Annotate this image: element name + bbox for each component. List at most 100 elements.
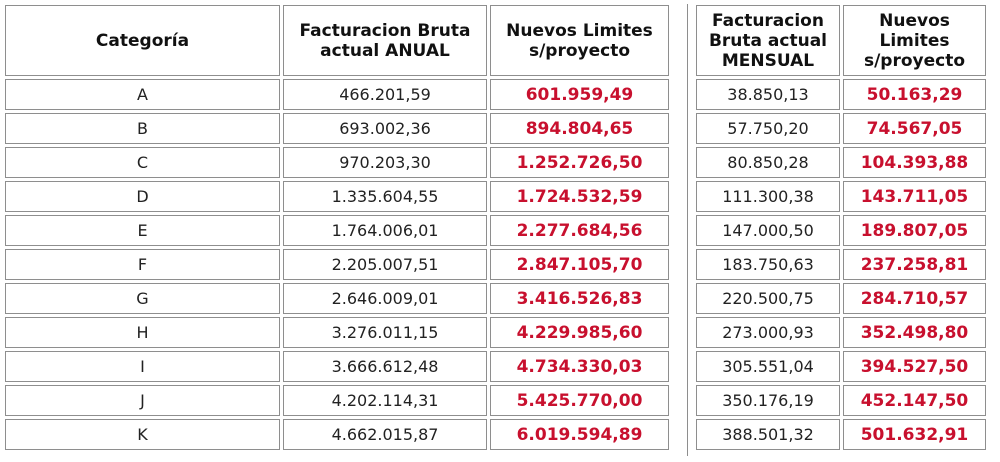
table-row: I 3.666.612,48 4.734.330,03: [5, 351, 669, 382]
monthly-gross-cell: 38.850,13: [696, 79, 840, 110]
table-row: 57.750,20 74.567,05: [696, 113, 986, 144]
table-row: H 3.276.011,15 4.229.985,60: [5, 317, 669, 348]
monthly-table-body: Facturacion Bruta actual MENSUAL Nuevos …: [696, 5, 986, 450]
header-new-limits-monthly-line-1: Nuevos: [879, 10, 950, 31]
annual-new-limit-cell: 894.804,65: [490, 113, 669, 144]
monthly-new-limit-cell: 452.147,50: [843, 385, 986, 416]
monthly-new-limit-cell: 189.807,05: [843, 215, 986, 246]
monthly-new-limit-cell: 237.258,81: [843, 249, 986, 280]
monthly-new-limit-cell: 143.711,05: [843, 181, 986, 212]
category-cell: A: [5, 79, 280, 110]
annual-gross-cell: 3.276.011,15: [283, 317, 487, 348]
header-gross-monthly-line-1: Facturacion: [712, 10, 824, 31]
monthly-new-limit-cell: 74.567,05: [843, 113, 986, 144]
monthly-billing-table: Facturacion Bruta actual MENSUAL Nuevos …: [693, 2, 989, 453]
annual-new-limit-cell: 2.277.684,56: [490, 215, 669, 246]
category-cell: F: [5, 249, 280, 280]
header-gross-annual: Facturacion Bruta actual ANUAL: [283, 5, 487, 76]
header-new-limits-monthly-line-2: Limites: [879, 30, 950, 51]
annual-billing-table: Categoría Facturacion Bruta actual ANUAL…: [2, 2, 672, 453]
monthly-new-limit-cell: 104.393,88: [843, 147, 986, 178]
header-gross-monthly-line-3: MENSUAL: [721, 50, 815, 71]
table-row: K 4.662.015,87 6.019.594,89: [5, 419, 669, 450]
annual-gross-cell: 970.203,30: [283, 147, 487, 178]
table-row: 273.000,93 352.498,80: [696, 317, 986, 348]
annual-new-limit-cell: 1.724.532,59: [490, 181, 669, 212]
annual-new-limit-cell: 2.847.105,70: [490, 249, 669, 280]
table-row: 147.000,50 189.807,05: [696, 215, 986, 246]
table-row: 388.501,32 501.632,91: [696, 419, 986, 450]
table-row: 305.551,04 394.527,50: [696, 351, 986, 382]
annual-new-limit-cell: 5.425.770,00: [490, 385, 669, 416]
category-cell: I: [5, 351, 280, 382]
annual-new-limit-cell: 4.734.330,03: [490, 351, 669, 382]
table-row: 220.500,75 284.710,57: [696, 283, 986, 314]
category-cell: B: [5, 113, 280, 144]
category-cell: H: [5, 317, 280, 348]
table-row: 80.850,28 104.393,88: [696, 147, 986, 178]
annual-gross-cell: 2.646.009,01: [283, 283, 487, 314]
annual-gross-cell: 4.662.015,87: [283, 419, 487, 450]
table-row: 350.176,19 452.147,50: [696, 385, 986, 416]
monthly-gross-cell: 111.300,38: [696, 181, 840, 212]
table-row: A 466.201,59 601.959,49: [5, 79, 669, 110]
monthly-new-limit-cell: 352.498,80: [843, 317, 986, 348]
table-row: G 2.646.009,01 3.416.526,83: [5, 283, 669, 314]
annual-gross-cell: 4.202.114,31: [283, 385, 487, 416]
table-row: D 1.335.604,55 1.724.532,59: [5, 181, 669, 212]
monthly-new-limit-cell: 501.632,91: [843, 419, 986, 450]
table-row: C 970.203,30 1.252.726,50: [5, 147, 669, 178]
monthly-header-row: Facturacion Bruta actual MENSUAL Nuevos …: [696, 5, 986, 76]
header-gross-annual-line-1: Facturacion Bruta: [299, 20, 471, 41]
table-row: E 1.764.006,01 2.277.684,56: [5, 215, 669, 246]
monthly-gross-cell: 147.000,50: [696, 215, 840, 246]
annual-new-limit-cell: 1.252.726,50: [490, 147, 669, 178]
header-category: Categoría: [5, 5, 280, 76]
category-cell: C: [5, 147, 280, 178]
header-new-limits-annual: Nuevos Limites s/proyecto: [490, 5, 669, 76]
header-new-limits-monthly: Nuevos Limites s/proyecto: [843, 5, 986, 76]
category-cell: E: [5, 215, 280, 246]
annual-new-limit-cell: 3.416.526,83: [490, 283, 669, 314]
monthly-gross-cell: 305.551,04: [696, 351, 840, 382]
category-cell: K: [5, 419, 280, 450]
annual-table-body: Categoría Facturacion Bruta actual ANUAL…: [5, 5, 669, 450]
category-cell: J: [5, 385, 280, 416]
category-cell: D: [5, 181, 280, 212]
header-new-limits-annual-line-1: Nuevos Limites: [506, 20, 653, 41]
monthly-new-limit-cell: 394.527,50: [843, 351, 986, 382]
header-gross-monthly-line-2: Bruta actual: [708, 30, 828, 51]
annual-gross-cell: 1.335.604,55: [283, 181, 487, 212]
header-gross-annual-line-2: actual ANUAL: [320, 40, 450, 61]
monthly-gross-cell: 388.501,32: [696, 419, 840, 450]
category-cell: G: [5, 283, 280, 314]
header-new-limits-annual-line-2: s/proyecto: [528, 40, 631, 61]
table-row: J 4.202.114,31 5.425.770,00: [5, 385, 669, 416]
annual-new-limit-cell: 601.959,49: [490, 79, 669, 110]
monthly-gross-cell: 183.750,63: [696, 249, 840, 280]
table-row: 38.850,13 50.163,29: [696, 79, 986, 110]
table-row: 183.750,63 237.258,81: [696, 249, 986, 280]
annual-gross-cell: 693.002,36: [283, 113, 487, 144]
table-divider: [687, 4, 688, 456]
table-row: 111.300,38 143.711,05: [696, 181, 986, 212]
header-category-line: Categoría: [95, 30, 190, 51]
monthly-gross-cell: 57.750,20: [696, 113, 840, 144]
annual-gross-cell: 466.201,59: [283, 79, 487, 110]
monthly-new-limit-cell: 50.163,29: [843, 79, 986, 110]
monthly-new-limit-cell: 284.710,57: [843, 283, 986, 314]
annual-gross-cell: 1.764.006,01: [283, 215, 487, 246]
annual-new-limit-cell: 6.019.594,89: [490, 419, 669, 450]
monthly-gross-cell: 80.850,28: [696, 147, 840, 178]
header-gross-monthly: Facturacion Bruta actual MENSUAL: [696, 5, 840, 76]
monthly-gross-cell: 350.176,19: [696, 385, 840, 416]
monthly-gross-cell: 220.500,75: [696, 283, 840, 314]
annual-gross-cell: 3.666.612,48: [283, 351, 487, 382]
header-new-limits-monthly-line-3: s/proyecto: [863, 50, 966, 71]
annual-gross-cell: 2.205.007,51: [283, 249, 487, 280]
annual-header-row: Categoría Facturacion Bruta actual ANUAL…: [5, 5, 669, 76]
table-row: F 2.205.007,51 2.847.105,70: [5, 249, 669, 280]
table-row: B 693.002,36 894.804,65: [5, 113, 669, 144]
annual-new-limit-cell: 4.229.985,60: [490, 317, 669, 348]
monthly-gross-cell: 273.000,93: [696, 317, 840, 348]
